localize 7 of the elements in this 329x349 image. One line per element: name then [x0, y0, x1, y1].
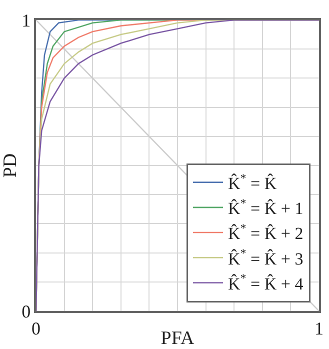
legend-label: K̂$^{*}$ = K̂: [228, 170, 278, 193]
y-axis-title: PD: [0, 153, 21, 178]
legend-label: K̂$^{*}$ = K̂ + 2: [228, 221, 304, 244]
legend-label: K̂$^{*}$ = K̂ + 1: [228, 196, 304, 218]
legend-label: K̂$^{*}$ = K̂ + 3: [228, 246, 304, 268]
x-axis-title: PFA: [160, 328, 194, 349]
legend-label: K̂$^{*}$ = K̂ + 4: [228, 271, 304, 294]
